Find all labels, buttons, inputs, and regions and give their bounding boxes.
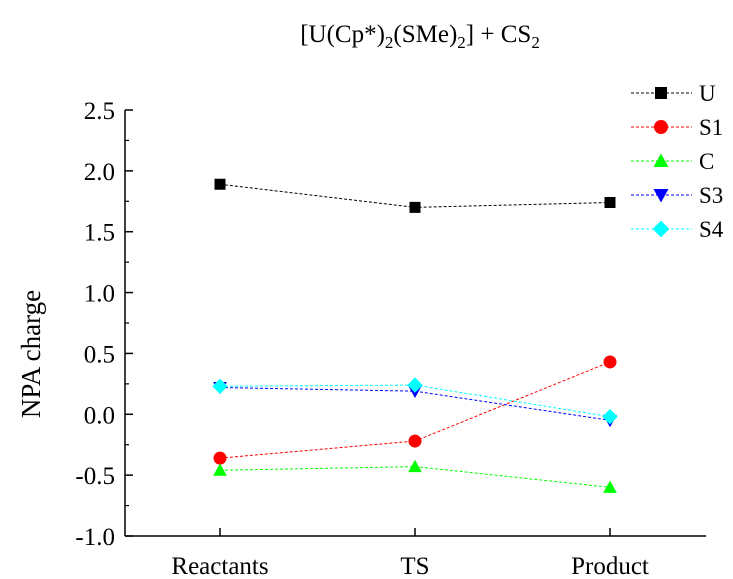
y-tick-label: -1.0 (75, 524, 115, 551)
data-point-s4 (602, 409, 618, 425)
title-subscript: 2 (531, 33, 540, 52)
title-part: [U(Cp*) (300, 21, 385, 48)
y-tick-label: 1.5 (84, 220, 115, 247)
data-point-u (604, 197, 616, 209)
legend: U S1 C S3 S4 (631, 81, 724, 242)
legend-marker-s1 (654, 120, 668, 134)
data-point-u (214, 178, 226, 190)
legend-marker-s4 (652, 220, 670, 238)
legend-marker-c (653, 153, 669, 167)
data-point-c (408, 459, 422, 473)
legend-marker-s3 (653, 189, 669, 203)
x-tick-label: Product (571, 553, 649, 579)
y-axis-label: NPA charge (16, 290, 46, 418)
y-tick-label: 2.5 (84, 98, 115, 125)
data-point-s1 (408, 434, 422, 448)
legend-label: S3 (699, 183, 723, 208)
chart-title: [U(Cp*)2(SMe)2] + CS2 (300, 21, 540, 52)
legend-label: S1 (699, 115, 723, 140)
series-layer (212, 178, 618, 493)
title-subscript: 2 (385, 33, 394, 52)
y-tick-label: -0.5 (75, 463, 115, 490)
data-point-c (213, 463, 227, 476)
title-part: ] + CS (466, 21, 532, 48)
data-point-u (409, 201, 421, 213)
title-part: (SMe) (393, 21, 457, 48)
legend-label: U (699, 81, 716, 106)
data-point-s4 (212, 378, 228, 394)
legend-label: S4 (699, 217, 724, 242)
y-tick-label: 2.0 (84, 159, 115, 186)
x-tick-label: TS (400, 553, 429, 579)
legend-label: C (699, 149, 714, 174)
legend-marker-u (655, 87, 667, 99)
data-point-c (603, 480, 617, 493)
data-point-s1 (213, 451, 227, 465)
y-tick-label: 0.0 (84, 402, 115, 429)
data-point-s4 (407, 377, 423, 393)
y-tick-label: 0.5 (84, 341, 115, 368)
title-subscript: 2 (457, 33, 466, 52)
y-tick-label: 1.0 (84, 281, 115, 308)
data-point-s1 (603, 355, 617, 369)
x-ticks: Reactants TS Product (171, 528, 649, 579)
y-ticks: -1.0 -0.5 0.0 0.5 1.0 1.5 2.0 2.5 (75, 98, 133, 551)
x-tick-label: Reactants (171, 553, 268, 579)
